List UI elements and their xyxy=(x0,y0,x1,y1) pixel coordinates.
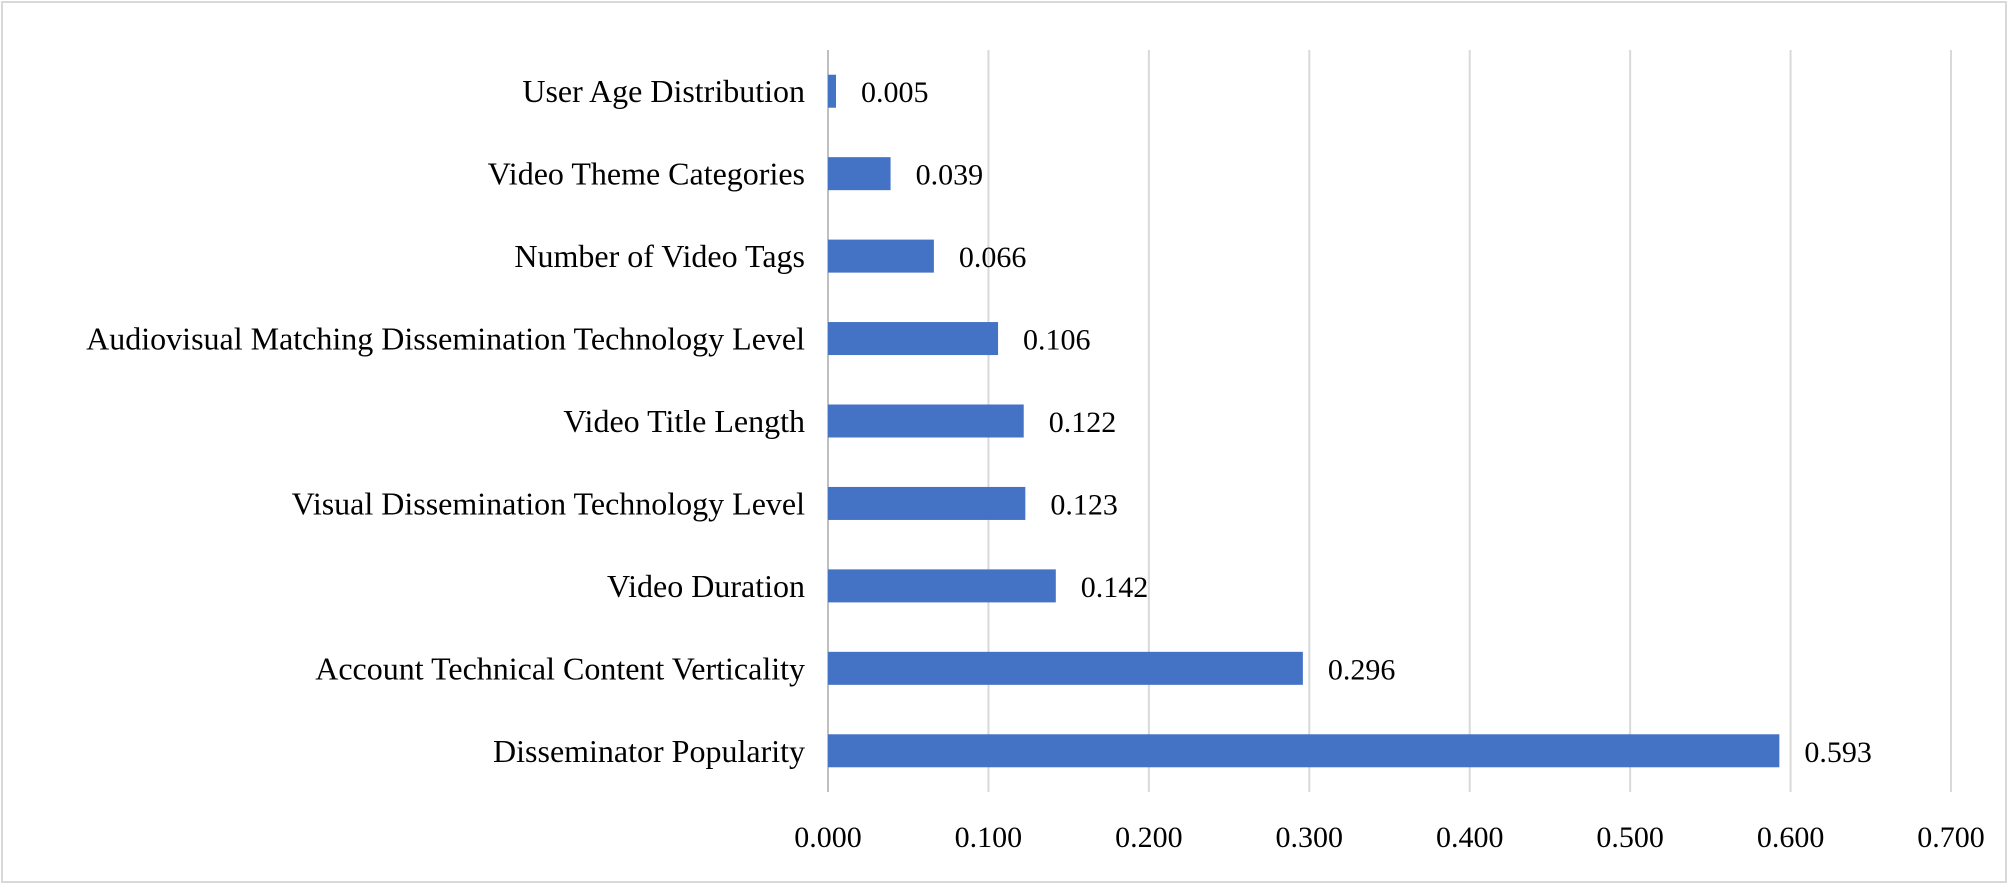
labels: 0.000 0.100 0.200 0.300 0.400 0.500 0.600 0.700… xyxy=(86,73,1985,854)
data-label: 0.123 xyxy=(1050,488,1118,521)
bars xyxy=(828,74,1780,768)
category-label: Number of Video Tags xyxy=(514,238,805,274)
x-tick-label: 0.700 xyxy=(1917,821,1985,854)
bar xyxy=(828,157,891,191)
x-tick-label: 0.100 xyxy=(955,821,1023,854)
category-label: Audiovisual Matching Dissemination Techn… xyxy=(86,321,805,357)
x-tick-label: 0.500 xyxy=(1596,821,1664,854)
category-label: Video Duration xyxy=(607,568,805,604)
x-tick-label: 0.300 xyxy=(1276,821,1344,854)
bar xyxy=(828,569,1056,603)
data-label: 0.039 xyxy=(916,159,984,192)
data-label: 0.142 xyxy=(1081,571,1149,604)
bar xyxy=(828,404,1024,438)
data-label: 0.593 xyxy=(1804,736,1872,769)
bar xyxy=(828,734,1780,768)
category-label: Video Title Length xyxy=(563,403,805,439)
category-label: Visual Dissemination Technology Level xyxy=(292,485,805,521)
category-label: Account Technical Content Verticality xyxy=(315,650,805,686)
bar xyxy=(828,239,934,273)
x-tick-label: 0.200 xyxy=(1115,821,1183,854)
data-label: 0.122 xyxy=(1049,406,1117,439)
data-label: 0.066 xyxy=(959,241,1026,274)
category-label: Video Theme Categories xyxy=(488,156,805,192)
category-label: User Age Distribution xyxy=(522,73,805,109)
bar xyxy=(828,651,1303,685)
data-label: 0.005 xyxy=(861,76,929,109)
category-label: Disseminator Popularity xyxy=(493,733,805,769)
bar xyxy=(828,74,837,108)
x-tick-label: 0.000 xyxy=(794,821,862,854)
data-label: 0.106 xyxy=(1023,324,1090,357)
bar xyxy=(828,322,999,356)
x-tick-label: 0.400 xyxy=(1436,821,1504,854)
data-label: 0.296 xyxy=(1328,653,1396,686)
x-tick-label: 0.600 xyxy=(1757,821,1825,854)
bar xyxy=(828,486,1026,520)
